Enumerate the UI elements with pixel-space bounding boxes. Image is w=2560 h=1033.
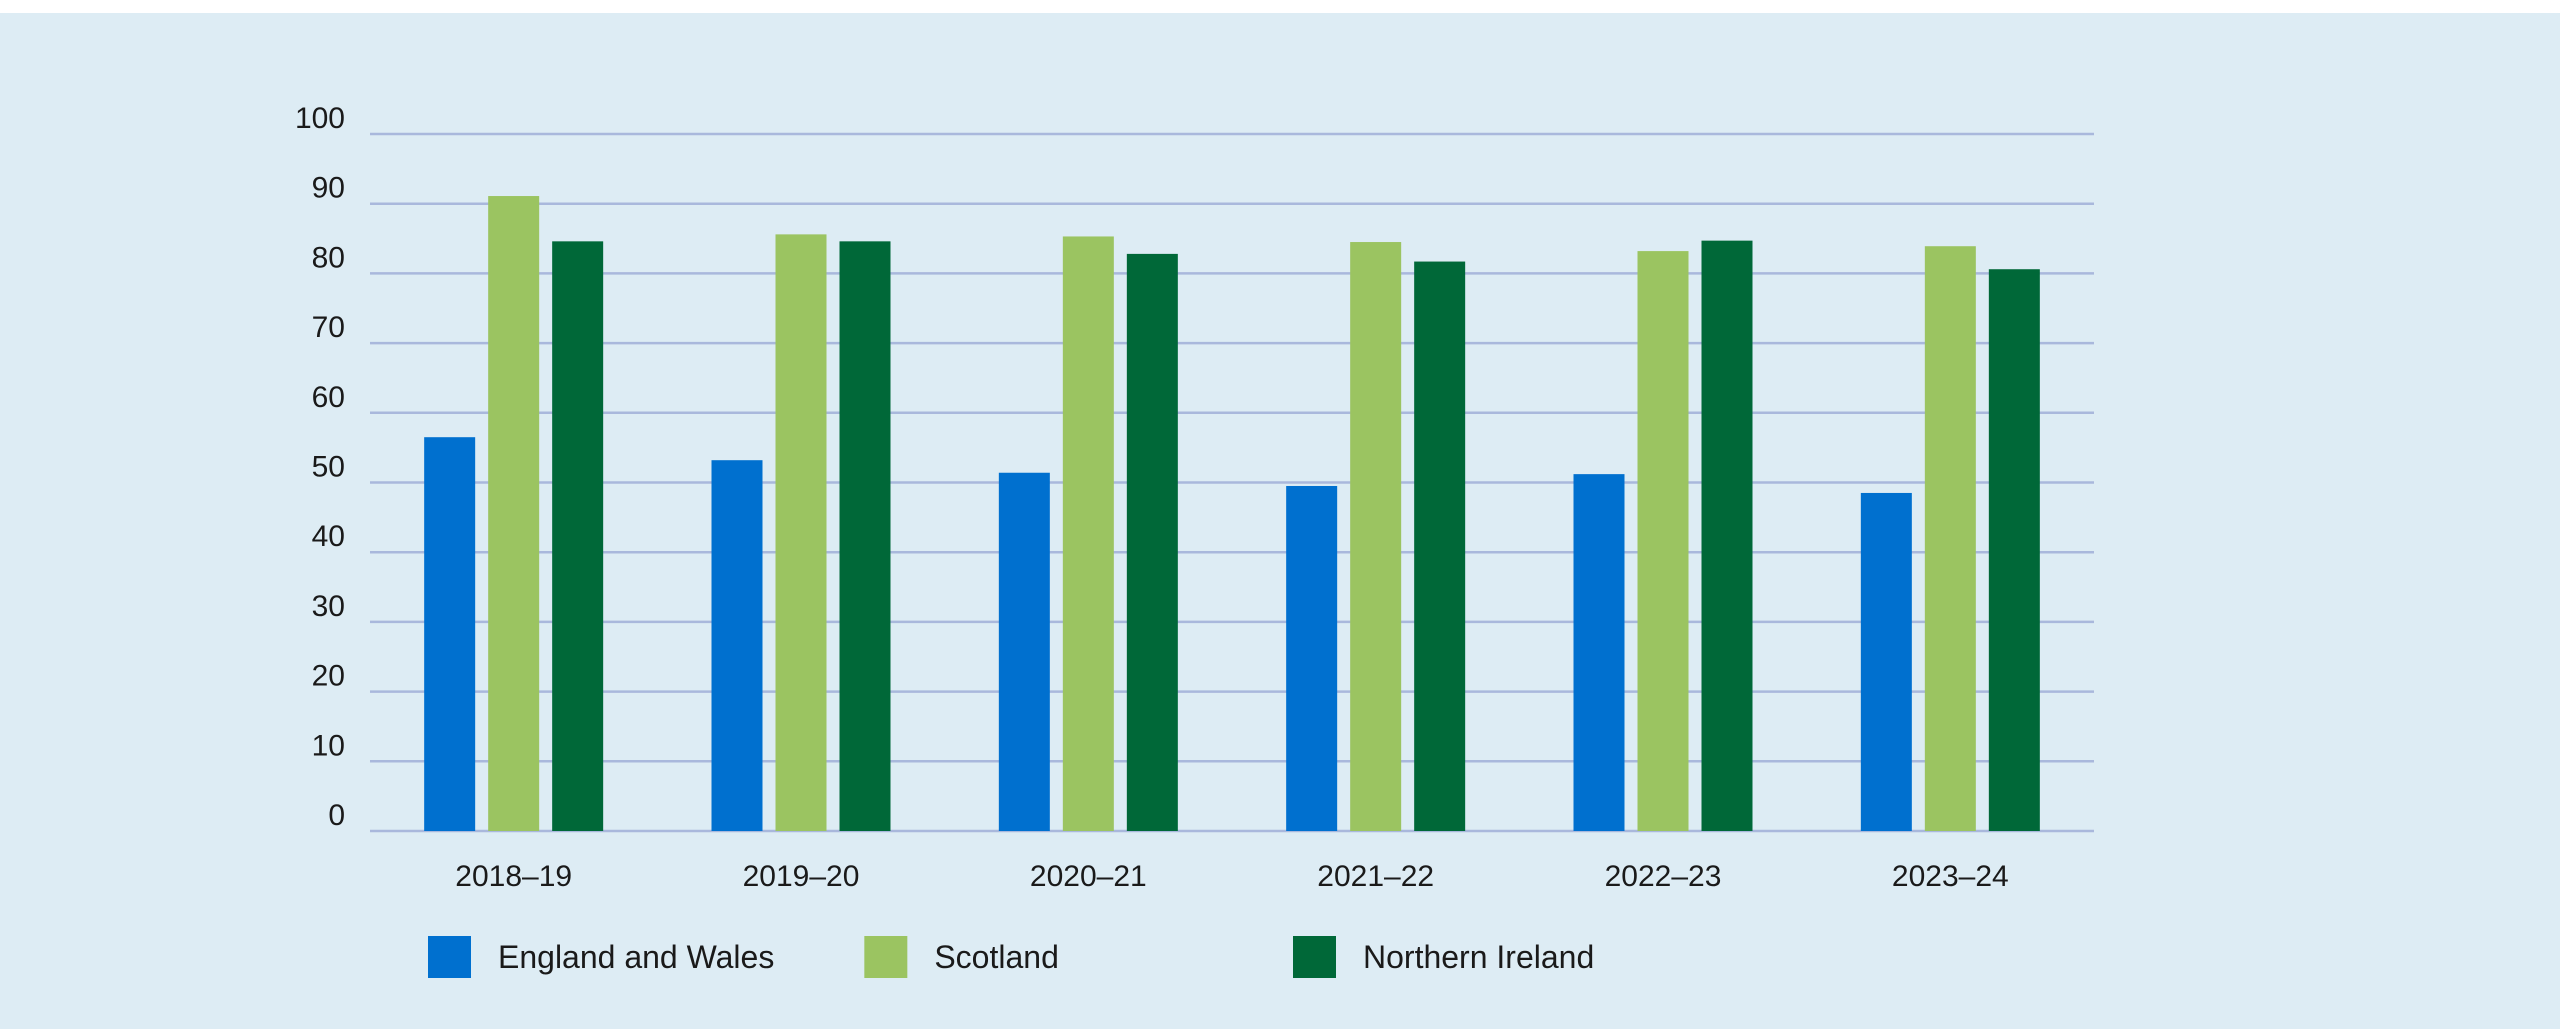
x-tick-label: 2022–23 <box>1605 860 1722 893</box>
y-tick-label: 0 <box>328 799 345 832</box>
y-tick-label: 100 <box>295 102 345 135</box>
y-axis-ticks: 0 10 20 30 40 50 60 70 80 90 100 <box>295 102 345 832</box>
bar-england-and-wales <box>1286 485 1338 831</box>
legend-swatch <box>1293 936 1336 978</box>
bar-england-and-wales <box>424 437 476 831</box>
bar-scotland <box>1924 246 1976 832</box>
bar-england-and-wales <box>1860 492 1912 831</box>
bar-scotland <box>488 196 540 831</box>
x-tick-label: 2023–24 <box>1892 860 2009 893</box>
y-tick-label: 30 <box>312 590 345 623</box>
y-tick-label: 50 <box>312 451 345 484</box>
bar-northern-ireland <box>1126 253 1178 831</box>
x-tick-label: 2018–19 <box>455 860 572 893</box>
legend: England and Wales Scotland Northern Irelan… <box>428 936 1594 978</box>
bar-scotland <box>1062 236 1114 832</box>
x-tick-label: 2021–22 <box>1317 860 1434 893</box>
y-tick-label: 70 <box>312 311 345 344</box>
bar-northern-ireland <box>1414 261 1466 831</box>
y-tick-label: 10 <box>312 729 345 762</box>
chart-background <box>0 13 2560 1029</box>
bar-scotland <box>1637 251 1689 831</box>
bars <box>424 196 2040 832</box>
legend-label: Scotland <box>934 939 1059 975</box>
y-tick-label: 20 <box>312 660 345 693</box>
bar-northern-ireland <box>1988 269 2040 831</box>
bar-scotland <box>775 234 827 832</box>
y-tick-label: 60 <box>312 381 345 414</box>
bar-northern-ireland <box>552 241 604 831</box>
legend-swatch <box>428 936 471 978</box>
x-tick-label: 2020–21 <box>1030 860 1147 893</box>
y-tick-label: 80 <box>312 241 345 274</box>
y-tick-label: 90 <box>312 172 345 205</box>
gridlines <box>370 132 2094 833</box>
legend-swatch <box>864 936 908 978</box>
bar-northern-ireland <box>1701 240 1753 832</box>
bar-england-and-wales <box>1573 474 1625 831</box>
y-tick-label: 40 <box>312 520 345 553</box>
legend-label: Northern Ireland <box>1363 939 1594 975</box>
bar-scotland <box>1350 242 1402 831</box>
legend-label: England and Wales <box>498 939 774 975</box>
x-axis-labels: 2018–19 2019–20 2020–21 2021–22 2022–23 2023–… <box>455 860 2008 893</box>
x-tick-label: 2019–20 <box>743 860 860 893</box>
bar-northern-ireland <box>839 241 891 831</box>
bar-england-and-wales <box>711 460 763 831</box>
bar-england-and-wales <box>998 472 1050 831</box>
